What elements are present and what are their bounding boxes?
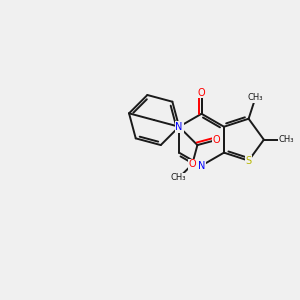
Text: CH₃: CH₃ xyxy=(248,93,263,102)
Text: N: N xyxy=(176,122,183,132)
Text: O: O xyxy=(213,135,220,145)
Text: O: O xyxy=(198,88,205,98)
Text: N: N xyxy=(198,160,205,171)
Text: CH₃: CH₃ xyxy=(278,135,294,144)
Text: S: S xyxy=(245,156,252,166)
Text: O: O xyxy=(188,159,196,170)
Text: CH₃: CH₃ xyxy=(171,173,186,182)
